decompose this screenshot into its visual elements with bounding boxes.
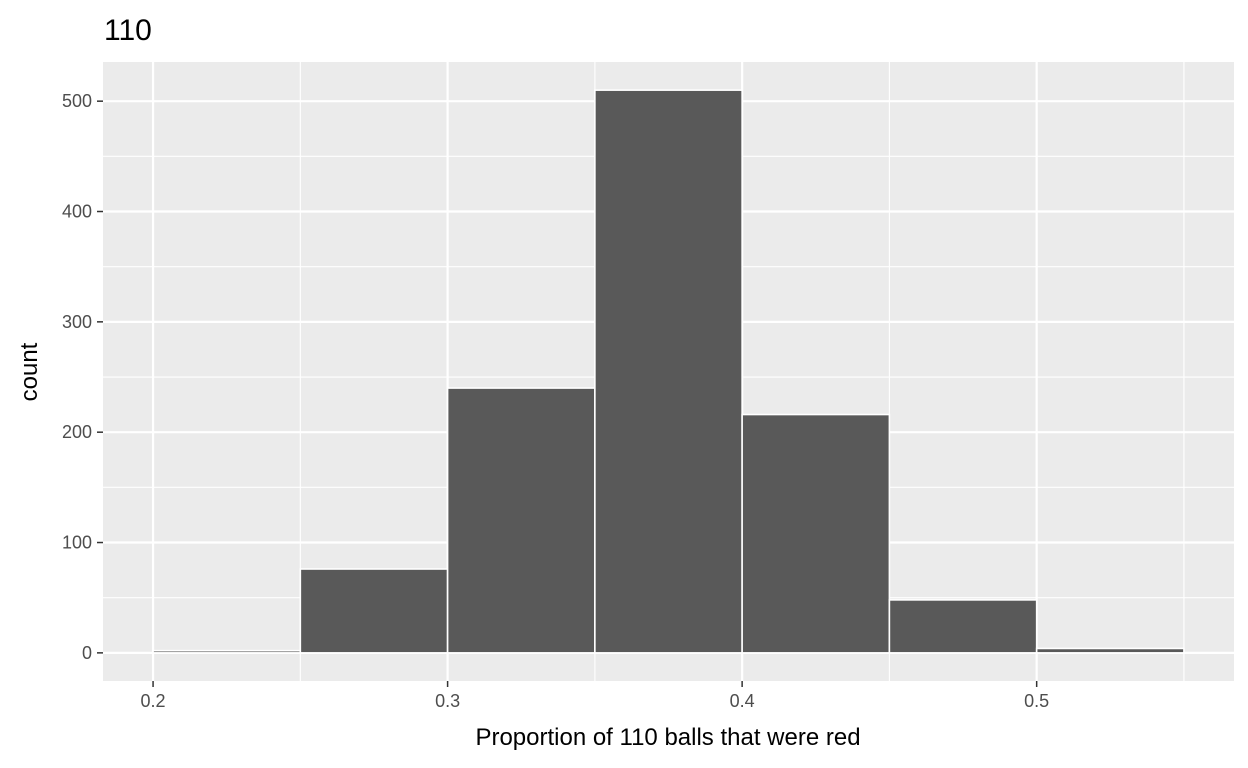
y-tick-label: 0: [82, 643, 92, 663]
x-axis: 0.2 0.3 0.4 0.5: [141, 681, 1049, 711]
histogram-bar: [594, 89, 743, 654]
histogram-bar: [152, 649, 302, 654]
x-tick-label: 0.2: [141, 691, 166, 711]
y-tick-label: 100: [62, 533, 92, 553]
histogram-bar: [446, 387, 596, 654]
y-tick-label: 500: [62, 91, 92, 111]
chart-title: 110: [104, 14, 152, 47]
x-tick-label: 0.3: [435, 691, 460, 711]
histogram-bar: [1035, 647, 1185, 654]
y-tick-label: 400: [62, 202, 92, 222]
histogram-bar: [741, 413, 891, 654]
histogram-bars: [152, 89, 1185, 654]
histogram-bar: [299, 568, 449, 654]
y-tick-label: 300: [62, 312, 92, 332]
y-tick-label: 200: [62, 422, 92, 442]
y-axis-title: count: [16, 342, 43, 401]
y-axis: 0 100 200 300 400 500: [62, 91, 103, 663]
x-tick-label: 0.5: [1024, 691, 1049, 711]
histogram-bar: [888, 599, 1038, 654]
x-axis-title: Proportion of 110 balls that were red: [475, 724, 860, 751]
x-tick-label: 0.4: [730, 691, 755, 711]
